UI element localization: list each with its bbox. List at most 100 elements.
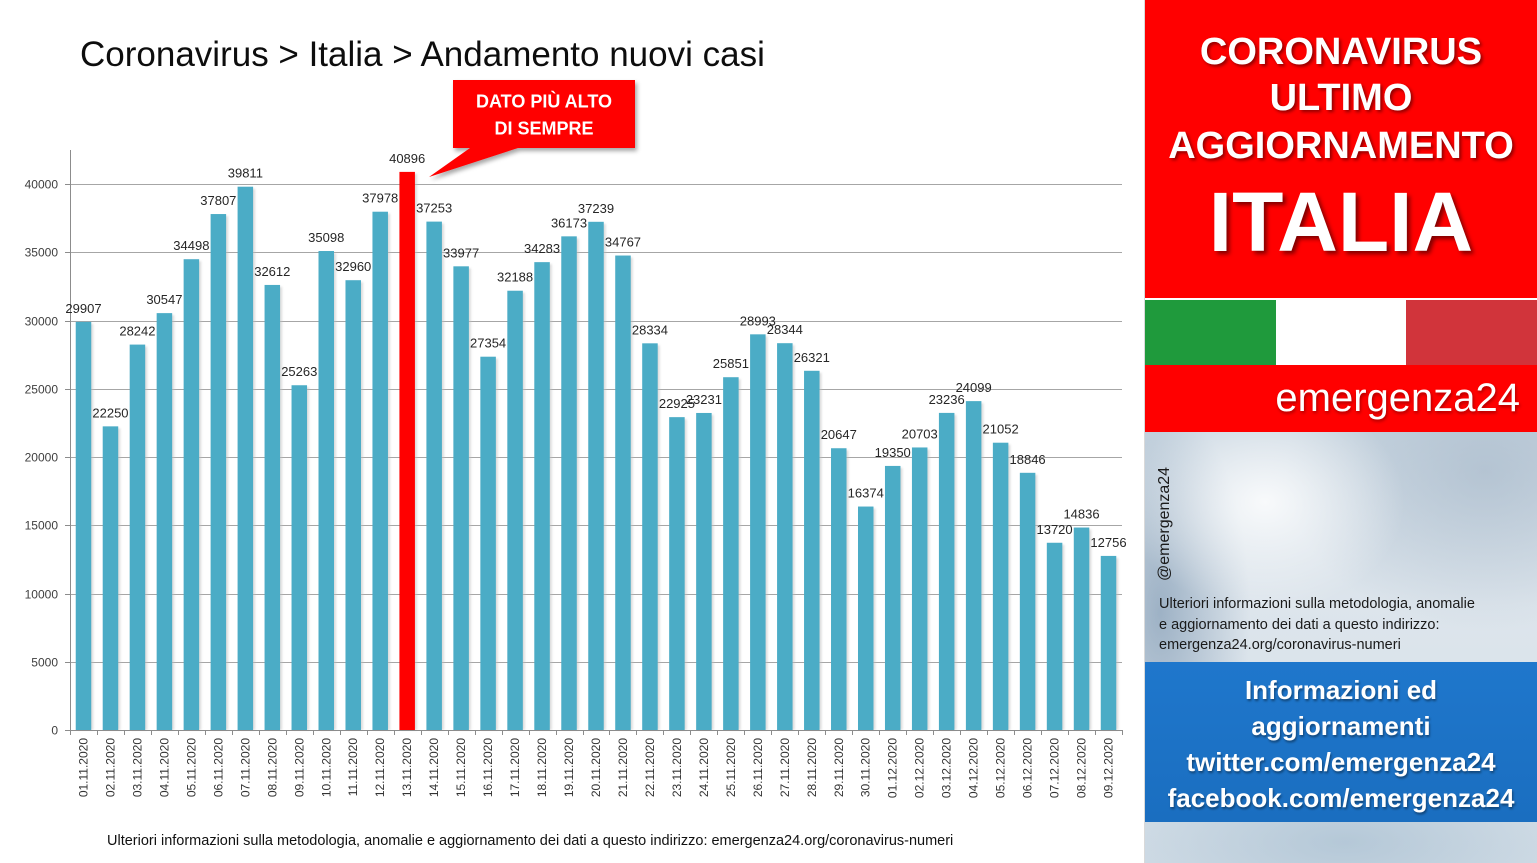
x-tick-label: 18.11.2020	[535, 738, 549, 797]
bar-value-label: 32960	[335, 259, 371, 274]
bar-value-label: 26321	[794, 350, 830, 365]
bar-value-label: 34498	[173, 238, 209, 253]
side-note-line: emergenza24.org/coronavirus-numeri	[1159, 637, 1401, 653]
update-header: CORONAVIRUS ULTIMO AGGIORNAMENTO ITALIA	[1145, 0, 1537, 298]
brand-bar: emergenza24	[1145, 365, 1537, 432]
bar	[264, 284, 281, 730]
y-tick-label: 0	[51, 724, 58, 738]
y-tick-label: 35000	[25, 246, 59, 260]
callout-shape	[429, 80, 635, 177]
bar-value-label: 30547	[146, 292, 182, 307]
x-tick-label: 05.11.2020	[184, 738, 198, 797]
side-panel: CORONAVIRUS ULTIMO AGGIORNAMENTO ITALIA …	[1144, 0, 1537, 863]
bar	[831, 448, 847, 730]
x-tick-label: 05.12.2020	[994, 738, 1008, 798]
bar	[426, 221, 442, 730]
brand-name: emergenza24	[1275, 376, 1520, 420]
bar	[345, 280, 361, 730]
info-line: aggiornamenti	[1251, 711, 1431, 741]
bar-value-label: 37807	[200, 193, 236, 208]
bar-value-label: 34283	[524, 241, 560, 256]
bar	[237, 186, 254, 730]
x-tick-label: 02.11.2020	[103, 738, 117, 797]
x-tick-label: 25.11.2020	[724, 738, 738, 797]
bar-value-label: 27354	[470, 336, 506, 351]
bar	[156, 313, 173, 730]
labels: 0 5000 10000 15000 20000 25000 30000 35000 40000…	[25, 151, 1127, 798]
x-tick-label: 14.11.2020	[427, 738, 441, 797]
x-tick-label: 24.11.2020	[697, 738, 711, 797]
bar	[75, 321, 92, 730]
x-tick-label: 10.11.2020	[319, 738, 333, 797]
bar-value-label: 16374	[848, 486, 884, 501]
bar	[1073, 527, 1090, 730]
bar	[884, 465, 901, 730]
bar	[938, 412, 955, 730]
bar-value-label: 28993	[740, 313, 776, 328]
bar	[291, 385, 308, 730]
bar-value-label: 23236	[929, 392, 965, 407]
bar-value-label: 22925	[659, 396, 695, 411]
bar-value-label: 28242	[119, 324, 155, 339]
x-tick-label: 04.11.2020	[157, 738, 171, 797]
flag-green-stripe	[1145, 300, 1276, 365]
country-name: ITALIA	[1208, 175, 1474, 269]
bar-value-label: 39811	[228, 166, 263, 181]
bar-value-label: 21052	[983, 422, 1019, 437]
headline-line: AGGIORNAMENTO	[1168, 125, 1514, 167]
bar	[588, 221, 604, 730]
twitter-address: twitter.com/emergenza24	[1186, 747, 1496, 777]
x-tick-label: 22.11.2020	[643, 738, 657, 797]
bar	[615, 255, 631, 730]
y-tick-label: 10000	[25, 588, 59, 602]
bar	[129, 344, 146, 730]
x-tick-label: 29.11.2020	[832, 738, 846, 797]
facebook-address: facebook.com/emergenza24	[1167, 783, 1515, 813]
y-tick-label: 20000	[25, 451, 59, 465]
y-tick-label: 5000	[31, 656, 58, 670]
bar-value-label: 20647	[821, 427, 857, 442]
bar-value-label: 25263	[281, 364, 317, 379]
x-tick-label: 03.11.2020	[130, 738, 144, 797]
x-tick-label: 02.12.2020	[913, 738, 927, 798]
y-tick-label: 15000	[25, 519, 59, 533]
x-tick-label: 12.11.2020	[373, 738, 387, 797]
bar	[669, 417, 685, 730]
x-tick-label: 09.11.2020	[292, 738, 306, 797]
x-tick-label: 27.11.2020	[778, 738, 792, 797]
x-tick-label: 08.11.2020	[265, 738, 279, 797]
x-tick-label: 30.11.2020	[859, 738, 873, 797]
flag-white-stripe	[1275, 300, 1407, 365]
bar-value-label: 24099	[956, 380, 992, 395]
headline-line: CORONAVIRUS	[1199, 31, 1483, 73]
bar	[372, 211, 388, 730]
x-tick-label: 17.11.2020	[508, 738, 522, 797]
x-tick-label: 16.11.2020	[481, 738, 495, 797]
chart-title: Coronavirus > Italia > Andamento nuovi c…	[80, 35, 765, 74]
bar	[453, 266, 469, 730]
side-note-line: Ulteriori informazioni sulla metodologia…	[1159, 596, 1475, 612]
callout-line: DI SEMPRE	[494, 119, 593, 139]
bar	[696, 412, 712, 730]
bar	[777, 343, 793, 730]
bars	[75, 171, 1119, 730]
bar	[1100, 555, 1117, 730]
x-tick-label: 21.11.2020	[616, 738, 630, 797]
bar-value-label: 25851	[713, 356, 749, 371]
x-tick-label: 11.11.2020	[346, 738, 360, 797]
bar-value-label: 12756	[1090, 535, 1126, 550]
chart: 0 5000 10000 15000 20000 25000 30000 35000 40000…	[25, 80, 1127, 798]
bar	[561, 236, 577, 730]
bar-value-label: 22250	[92, 405, 128, 420]
side-note-line: e aggiornamento dei dati a questo indiri…	[1159, 616, 1440, 633]
x-tick-label: 01.12.2020	[886, 738, 900, 798]
x-tick-label: 23.11.2020	[670, 738, 684, 797]
x-tick-label: 13.11.2020	[400, 738, 414, 797]
side-methodology-note: Ulteriori informazioni sulla metodologia…	[1159, 594, 1475, 656]
bar	[804, 370, 820, 730]
bar-value-label: 40896	[389, 151, 425, 166]
bar-value-label: 29907	[65, 301, 101, 316]
bar-value-label: 37253	[416, 201, 452, 216]
axes	[65, 150, 1123, 735]
y-tick-label: 30000	[25, 315, 59, 329]
